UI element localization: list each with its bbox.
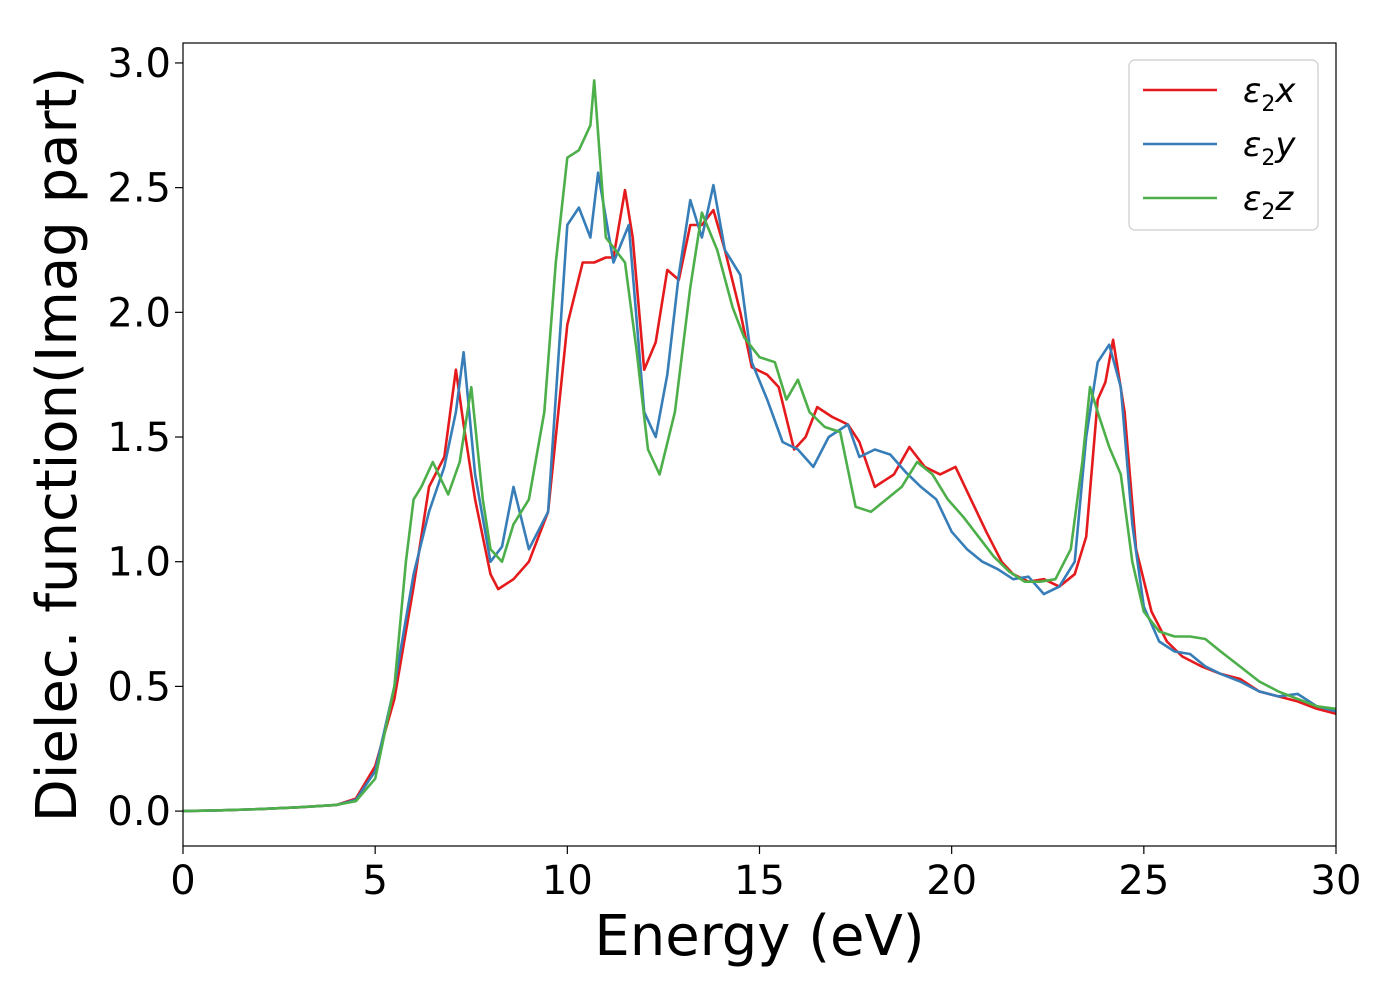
legend-label-z: ε2z	[1243, 179, 1294, 225]
x-tick-label: 25	[1118, 858, 1169, 904]
series-line-x	[183, 188, 1336, 813]
y-tick-label: 0.5	[107, 664, 171, 710]
y-tick-label: 2.5	[107, 166, 171, 212]
series-line-z	[183, 79, 1336, 813]
y-tick-label: 1.0	[107, 540, 171, 586]
legend-label-y: ε2y	[1243, 125, 1296, 171]
legend-box	[1128, 59, 1319, 231]
x-tick-label: 30	[1311, 858, 1362, 904]
y-tick-label: 1.5	[107, 415, 171, 461]
x-axis-title: Energy (eV)	[594, 904, 924, 969]
x-tick-label: 10	[542, 858, 593, 904]
series-lines	[183, 79, 1336, 813]
legend-label-x: ε2x	[1243, 71, 1296, 117]
series-line-y	[183, 171, 1336, 813]
x-tick-label: 15	[734, 858, 785, 904]
y-tick-label: 3.0	[107, 41, 171, 87]
x-tick-label: 20	[926, 858, 977, 904]
x-tick-label: 5	[362, 858, 387, 904]
y-tick-label: 0.0	[107, 789, 171, 835]
axis-ticks: 0 5 10 15 20 25 30 0.0 0.5 1.0 1.5 2.0 2.5 3.0	[107, 41, 1361, 904]
y-axis-title: Dielec. function(Imag part)	[25, 67, 90, 823]
x-tick-label: 0	[170, 858, 195, 904]
legend: ε2x ε2y ε2z	[1128, 59, 1319, 231]
y-tick-label: 2.0	[107, 290, 171, 336]
